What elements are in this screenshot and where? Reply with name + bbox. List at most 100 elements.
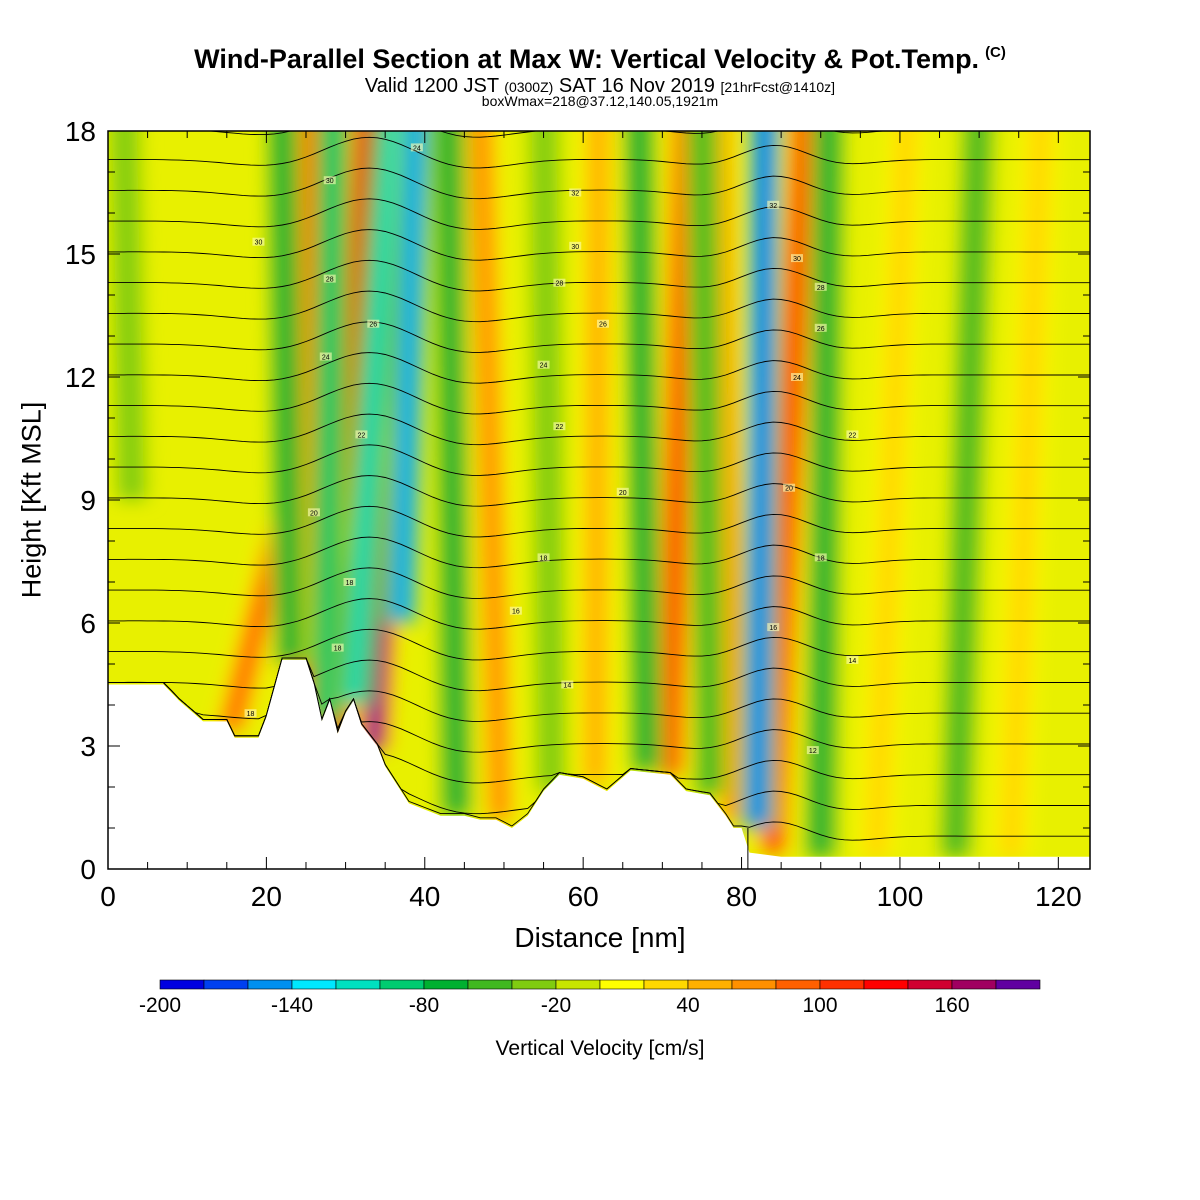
contour-label: 20 <box>783 483 796 493</box>
contour-label-text: 22 <box>556 424 564 431</box>
colorbar-tick-label: 100 <box>802 994 837 1017</box>
theta-contour <box>108 167 1090 200</box>
contour-label-bg <box>319 352 332 361</box>
updraft-band <box>766 131 810 853</box>
downdraft-band <box>812 131 837 857</box>
contour-label-text: 14 <box>563 683 571 690</box>
contour-label: 26 <box>814 323 827 333</box>
contour-label: 14 <box>561 680 574 690</box>
x-tick-label: 0 <box>100 881 116 912</box>
contour-label-bg <box>790 373 803 381</box>
contour-label-bg <box>846 655 859 664</box>
contour-label: 24 <box>790 373 803 382</box>
chart-subtitle: Valid 1200 JST (0300Z) SAT 16 Nov 2019 [… <box>0 75 1200 98</box>
theta-contour <box>108 136 1090 169</box>
contour-label-text: 16 <box>769 625 777 632</box>
contour-label-text: 32 <box>769 203 777 210</box>
contour-label-text: 18 <box>334 646 342 653</box>
contour-label: 22 <box>553 422 566 431</box>
contour-label-text: 20 <box>310 510 318 517</box>
updraft-band <box>998 131 1053 857</box>
contour-label: 16 <box>509 606 522 616</box>
contour-label: 18 <box>343 578 356 587</box>
colorbar: -200 -140 -80 -20 40 100 160 <box>139 979 1041 1017</box>
contour-label: 20 <box>616 487 629 497</box>
contour-label: 24 <box>319 352 332 362</box>
copyright-mark: (C) <box>985 44 1006 61</box>
contour-label-text: 24 <box>413 145 421 152</box>
downdraft-band <box>112 131 144 500</box>
contour-label-text: 18 <box>817 555 825 562</box>
contour-label-bg <box>596 319 609 328</box>
contour-label: 18 <box>537 553 550 562</box>
colorbar-swatch <box>643 979 689 990</box>
colorbar-swatch <box>819 979 865 990</box>
contour-label: 28 <box>323 274 336 284</box>
downdraft-band <box>274 131 299 664</box>
contour-label-bg <box>806 746 819 755</box>
contour-label-text: 24 <box>540 363 548 370</box>
x-tick-label: 40 <box>409 881 440 912</box>
valid-time-text: Valid 1200 JST <box>364 75 505 97</box>
theta-contour <box>108 628 1090 661</box>
colorbar-tick-label: -140 <box>271 994 313 1017</box>
contour-label-text: 26 <box>599 322 607 329</box>
contour-label-text: 28 <box>817 285 825 292</box>
contour-label-text: 20 <box>619 490 627 497</box>
colorbar-swatch <box>335 979 381 990</box>
theta-contour <box>108 290 1090 323</box>
contour-label-bg <box>767 623 780 632</box>
contour-label: 26 <box>596 319 609 329</box>
contour-label: 30 <box>252 237 265 247</box>
forecast-hour-text: [21hrFcst@1410z] <box>720 79 836 95</box>
contour-label-bg <box>569 188 582 197</box>
downdraft-band <box>395 131 422 623</box>
valid-date-text: SAT 16 Nov 2019 <box>553 75 721 97</box>
contour-label-text: 12 <box>809 748 817 755</box>
colorbar-swatch <box>687 979 733 990</box>
box-max-text: boxWmax=218@37.12,140.05,1921m <box>481 93 719 109</box>
contour-label: 12 <box>806 746 819 755</box>
contour-label-bg <box>355 430 368 439</box>
contour-label-text: 30 <box>793 256 801 263</box>
x-axis-label: Distance [nm] <box>514 922 686 953</box>
colorbar-swatch <box>731 979 777 990</box>
contour-label: 24 <box>537 360 550 370</box>
colorbar-swatch <box>423 979 469 990</box>
contour-label: 18 <box>331 643 344 653</box>
updraft-band <box>863 131 919 857</box>
colorbar-tick-label: 40 <box>676 994 699 1017</box>
contour-label-text: 24 <box>793 375 801 382</box>
terrain-mask <box>108 659 1090 869</box>
contour-label-text: 30 <box>571 244 579 251</box>
contour-label: 32 <box>569 188 582 198</box>
colorbar-swatch <box>951 979 997 990</box>
theta-contour <box>108 657 1090 692</box>
contour-label-bg <box>537 360 550 369</box>
contour-label-bg <box>790 254 803 263</box>
contour-label: 20 <box>307 508 320 517</box>
contour-label-bg <box>323 176 336 185</box>
contour-label: 28 <box>814 282 827 292</box>
chart-title: Wind-Parallel Section at Max W: Vertical… <box>0 44 1200 75</box>
contour-label-text: 16 <box>512 609 520 616</box>
colorbar-swatch <box>599 979 645 990</box>
colorbar-swatch <box>995 979 1041 990</box>
contour-label: 32 <box>767 200 780 210</box>
theta-contour <box>108 475 1090 507</box>
contour-label-text: 28 <box>556 281 564 288</box>
updraft-band <box>663 131 692 775</box>
contour-label-text: 18 <box>247 711 255 718</box>
theta-contour <box>203 131 889 138</box>
contour-label-text: 14 <box>849 658 857 665</box>
colorbar-swatch <box>907 979 953 990</box>
colorbar-tick-label: 160 <box>934 994 969 1017</box>
y-tick-label: 12 <box>65 362 96 393</box>
downdraft-band <box>692 131 720 796</box>
contour-label-text: 30 <box>326 178 334 185</box>
contour-label-bg <box>846 430 859 439</box>
contour-label: 26 <box>367 319 380 329</box>
contour-label-bg <box>410 143 423 152</box>
downdraft-band <box>630 131 655 771</box>
